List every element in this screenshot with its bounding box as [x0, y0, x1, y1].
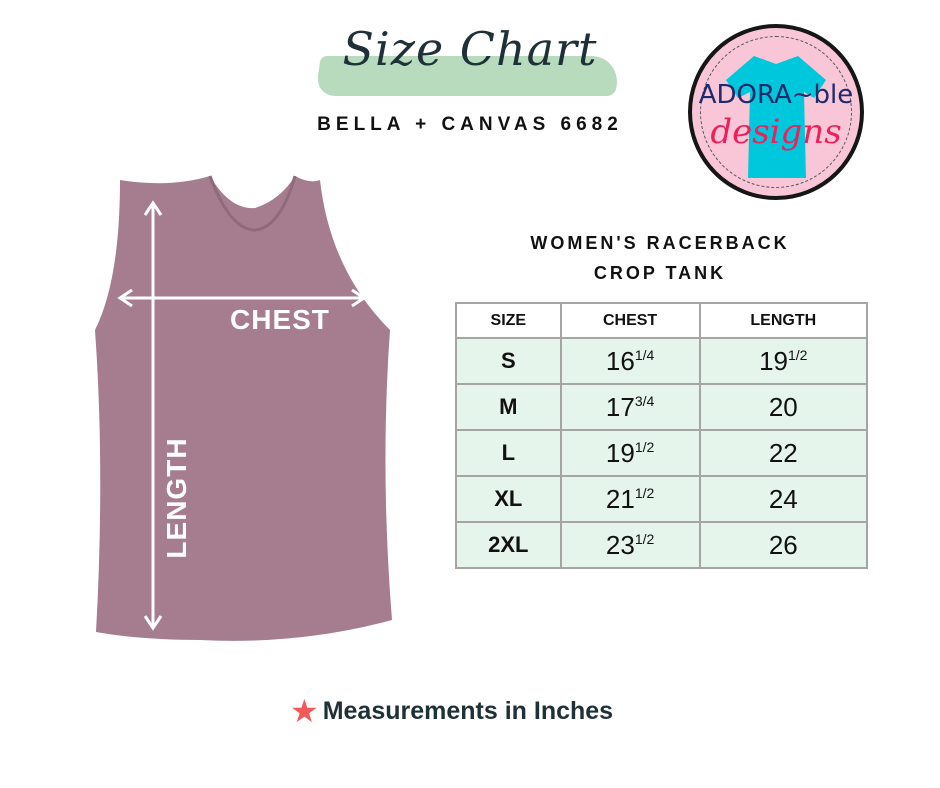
length-cell: 26 [698, 521, 869, 569]
size-cell: 2XL [455, 521, 562, 569]
size-cell: L [455, 429, 562, 477]
chest-cell: 191/2 [559, 429, 701, 477]
table-header-row: SIZE CHEST LENGTH [455, 302, 869, 339]
length-cell: 24 [698, 475, 869, 523]
shirt-icon [726, 56, 826, 178]
table-title-line2: CROP TANK [593, 263, 727, 283]
header-size: SIZE [455, 302, 562, 339]
length-cell: 22 [698, 429, 869, 477]
chest-value: 21 [605, 483, 635, 514]
page-title: Size Chart [342, 22, 598, 76]
table-row: S 161/4 191/2 [455, 337, 869, 385]
chest-value: 17 [605, 391, 635, 422]
tank-top-illustration [95, 175, 392, 641]
table-row: 2XL 231/2 26 [455, 521, 869, 569]
size-cell: XL [455, 475, 562, 523]
length-label: LENGTH [161, 437, 192, 559]
logo-ring [700, 36, 852, 188]
star-icon: ★ [290, 693, 319, 729]
length-value: 19 [759, 345, 788, 376]
logo-text-top: ADORA~ble [698, 80, 854, 110]
size-cell: S [455, 337, 562, 385]
table-row: XL 211/2 24 [455, 475, 869, 523]
length-cell: 20 [698, 383, 869, 431]
chest-value: 16 [605, 345, 635, 376]
product-subtitle: BELLA + CANVAS 6682 [317, 114, 623, 135]
length-cell: 191/2 [698, 337, 869, 385]
chest-value: 19 [605, 437, 635, 468]
chest-cell: 231/2 [559, 521, 701, 569]
chest-cell: 211/2 [559, 475, 701, 523]
chest-fraction: 1/2 [634, 484, 655, 501]
chest-fraction: 1/4 [634, 346, 655, 363]
chest-cell: 161/4 [559, 337, 701, 385]
table-row: M 173/4 20 [455, 383, 869, 431]
size-table: SIZE CHEST LENGTH S 161/4 191/2 M 173/4 … [455, 302, 869, 569]
logo-text-bottom: designs [710, 112, 842, 152]
header-chest: CHEST [559, 302, 701, 339]
header-length: LENGTH [698, 302, 869, 339]
table-row: L 191/2 22 [455, 429, 869, 477]
table-title: WOMEN'S RACERBACK CROP TANK [480, 228, 840, 288]
chest-label: CHEST [230, 304, 330, 335]
measurement-note: ★ Measurements in Inches [290, 692, 690, 730]
chest-fraction: 3/4 [634, 392, 655, 409]
chest-fraction: 1/2 [634, 438, 655, 455]
length-fraction: 1/2 [788, 346, 808, 363]
chest-value: 23 [605, 529, 635, 560]
table-title-line1: WOMEN'S RACERBACK [530, 233, 790, 253]
measurement-note-text: Measurements in Inches [322, 697, 614, 725]
size-cell: M [455, 383, 562, 431]
chest-fraction: 1/2 [634, 530, 655, 547]
chest-cell: 173/4 [559, 383, 701, 431]
brand-logo: ADORA~ble designs [688, 24, 864, 200]
